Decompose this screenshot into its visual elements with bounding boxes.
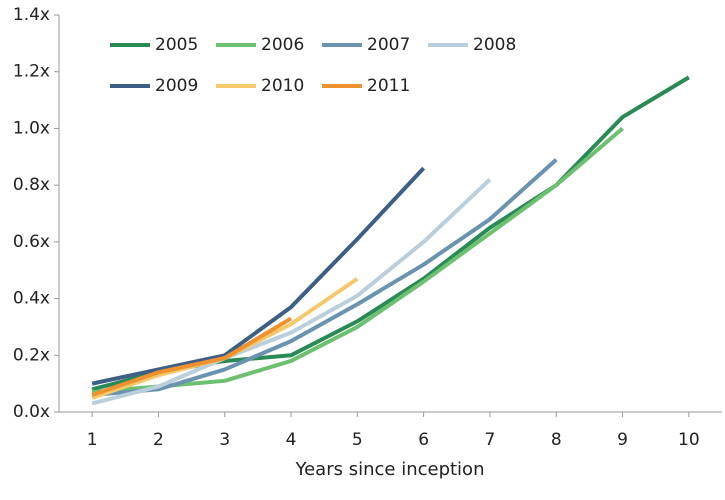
y-tick-label: 0.6x: [13, 232, 50, 252]
y-tick-label: 0.0x: [13, 402, 50, 422]
legend-label: 2010: [261, 76, 304, 96]
x-tick-label: 6: [418, 430, 429, 450]
legend-label: 2007: [367, 35, 410, 55]
x-axis-title: Years since inception: [295, 459, 485, 480]
y-tick-label: 1.2x: [13, 62, 50, 82]
y-tick-label: 1.4x: [13, 5, 50, 25]
series-line: [91, 178, 492, 406]
x-tick-label: 3: [219, 430, 230, 450]
series-line: [91, 126, 624, 395]
series-line: [91, 166, 426, 386]
legend-label: 2006: [261, 35, 304, 55]
y-tick-label: 0.8x: [13, 175, 50, 195]
x-tick-label: 4: [286, 430, 297, 450]
x-tick-label: 10: [678, 430, 700, 450]
series-line: [91, 316, 293, 397]
x-tick-label: 2: [153, 430, 164, 450]
y-tick-label: 1.0x: [13, 118, 50, 138]
x-tick-label: 7: [485, 430, 496, 450]
x-tick-label: 5: [352, 430, 363, 450]
x-tick-label: 1: [87, 430, 98, 450]
legend-label: 2011: [367, 76, 410, 96]
legend-label: 2008: [473, 35, 516, 55]
x-tick-label: 8: [551, 430, 562, 450]
legend-label: 2009: [155, 76, 198, 96]
series-line: [91, 158, 558, 397]
y-tick-label: 0.2x: [13, 345, 50, 365]
y-tick-label: 0.4x: [13, 289, 50, 309]
x-tick-label: 9: [617, 430, 628, 450]
legend-label: 2005: [155, 35, 198, 55]
series-line: [91, 75, 690, 392]
